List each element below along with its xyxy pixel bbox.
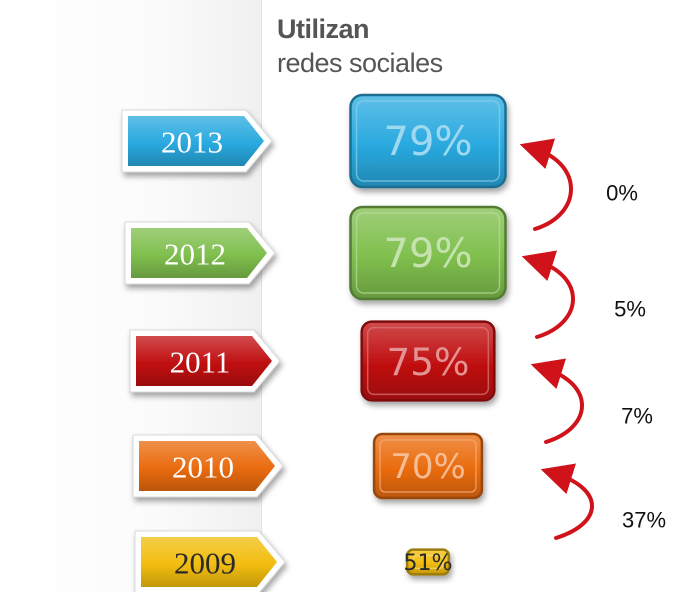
change-label-1: 5% — [614, 297, 646, 322]
year-tag-fill-2009 — [141, 537, 277, 587]
value-box-2013 — [349, 93, 507, 189]
year-tag-fill-2013 — [128, 116, 264, 166]
value-boxes: 79% 79% 75% 70% 51% — [349, 93, 507, 576]
value-box-inner-bevel — [355, 212, 501, 294]
value-label-2012: 79% — [384, 231, 473, 277]
year-tag-fill-2012 — [131, 228, 267, 278]
chart-title: Utilizan — [277, 14, 370, 44]
vertical-divider — [261, 0, 262, 592]
year-label-2009: 2009 — [174, 546, 236, 581]
year-label-2012: 2012 — [164, 237, 226, 272]
change-arrow-2 — [530, 358, 584, 444]
change-label-3: 37% — [622, 508, 666, 533]
change-arrow-3 — [540, 463, 594, 540]
change-arrows: 0% 5% 7% 37% — [519, 138, 666, 540]
value-label-2011: 75% — [387, 340, 470, 384]
change-arrow-0 — [519, 138, 573, 231]
value-box-inner-bevel — [379, 439, 477, 493]
value-box-inner-bevel — [366, 326, 490, 396]
year-tag-fill-2010 — [139, 441, 275, 491]
change-label-2: 7% — [621, 404, 653, 429]
value-label-2010: 70% — [390, 447, 466, 487]
year-tag-fill-2011 — [136, 336, 272, 386]
change-arrow-1 — [521, 250, 575, 339]
year-label-2010: 2010 — [172, 450, 234, 485]
value-box-2011 — [360, 320, 496, 402]
value-box-2010 — [372, 432, 484, 500]
change-label-0: 0% — [606, 181, 638, 206]
year-label-2013: 2013 — [161, 125, 223, 160]
value-label-2013: 79% — [384, 119, 473, 165]
year-label-2011: 2011 — [170, 345, 231, 380]
chart-subtitle: redes sociales — [277, 48, 443, 78]
value-label-2009: 51% — [403, 550, 452, 576]
value-box-inner-bevel — [355, 100, 501, 182]
value-box-inner-bevel — [412, 554, 444, 570]
year-tags: 2013 2012 2011 2010 2009 — [121, 109, 286, 592]
value-box-2012 — [349, 205, 507, 301]
